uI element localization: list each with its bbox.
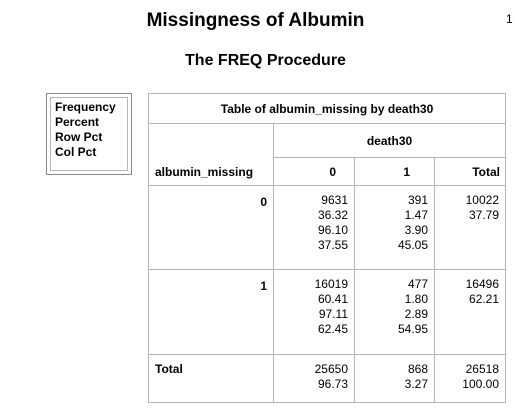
cell-percent: 37.79 xyxy=(468,208,499,222)
cell-col-pct: 54.95 xyxy=(397,322,428,336)
cell-r1-c0: 16019 60.41 97.11 62.45 xyxy=(273,269,355,355)
cell-col-pct: 45.05 xyxy=(397,238,428,252)
cell-frequency: 391 xyxy=(407,193,428,207)
page-number: 1 xyxy=(506,12,513,26)
cell-frequency: 868 xyxy=(407,362,428,376)
cell-row-pct: 3.90 xyxy=(404,223,428,237)
cell-percent: 3.27 xyxy=(404,377,428,391)
report-title: Missingness of Albumin xyxy=(146,10,365,31)
cell-row-pct: 97.11 xyxy=(318,307,348,321)
cell-total-c0: 25650 96.73 xyxy=(273,354,355,403)
cell-grand-total: 26518 100.00 xyxy=(434,354,506,403)
total-row-label: Total xyxy=(148,354,274,403)
total-row: Total 25650 96.73 868 3.27 26518 100.00 xyxy=(148,354,506,403)
cell-r1-c1: 477 1.80 2.89 54.95 xyxy=(354,269,435,355)
cell-percent: 1.47 xyxy=(404,208,428,222)
cell-row-pct: 2.89 xyxy=(404,307,428,321)
cell-r0-c0: 9631 36.32 96.10 37.55 xyxy=(273,185,355,270)
legend-item-row-pct: Row Pct xyxy=(55,130,103,144)
cell-frequency: 25650 xyxy=(314,362,348,376)
cell-percent: 36.32 xyxy=(317,208,348,222)
legend-item-col-pct: Col Pct xyxy=(55,145,97,159)
column-header-0: 0 xyxy=(273,157,355,186)
cell-r0-total: 10022 37.79 xyxy=(434,185,506,270)
legend-item-percent: Percent xyxy=(55,115,100,129)
cell-frequency: 26518 xyxy=(465,362,499,376)
legend-inner: Frequency Percent Row Pct Col Pct xyxy=(50,97,128,171)
column-header-total: Total xyxy=(434,157,506,186)
crosstab-table: Table of albumin_missing by death30 albu… xyxy=(148,93,506,403)
cell-col-pct: 37.55 xyxy=(317,238,348,252)
cell-percent: 96.73 xyxy=(317,377,348,391)
cell-frequency: 10022 xyxy=(465,193,499,207)
cell-frequency: 16019 xyxy=(314,277,348,291)
column-variable-header: death30 xyxy=(273,123,506,158)
row-label-0: 0 xyxy=(148,185,274,270)
cell-col-pct: 62.45 xyxy=(317,322,348,336)
cell-contents-legend: Frequency Percent Row Pct Col Pct xyxy=(46,93,132,175)
cell-r0-c1: 391 1.47 3.90 45.05 xyxy=(354,185,435,270)
row-variable-header: albumin_missing xyxy=(148,123,274,186)
table-caption: Table of albumin_missing by death30 xyxy=(148,93,506,124)
cell-total-c1: 868 3.27 xyxy=(354,354,435,403)
table-row: 1 16019 60.41 97.11 62.45 477 1.80 2.89 … xyxy=(148,269,506,355)
cell-percent: 62.21 xyxy=(468,292,499,306)
cell-r1-total: 16496 62.21 xyxy=(434,269,506,355)
cell-frequency: 16496 xyxy=(465,277,499,291)
cell-row-pct: 96.10 xyxy=(317,223,348,237)
row-label-1: 1 xyxy=(148,269,274,355)
cell-percent: 100.00 xyxy=(462,377,499,391)
cell-percent: 1.80 xyxy=(404,292,428,306)
cell-percent: 60.41 xyxy=(317,292,348,306)
table-row: 0 9631 36.32 96.10 37.55 391 1.47 3.90 4… xyxy=(148,185,506,270)
column-header-1: 1 xyxy=(354,157,435,186)
legend-item-frequency: Frequency xyxy=(55,100,116,114)
procedure-subtitle: The FREQ Procedure xyxy=(185,52,346,69)
cell-frequency: 477 xyxy=(407,277,428,291)
cell-frequency: 9631 xyxy=(321,193,348,207)
